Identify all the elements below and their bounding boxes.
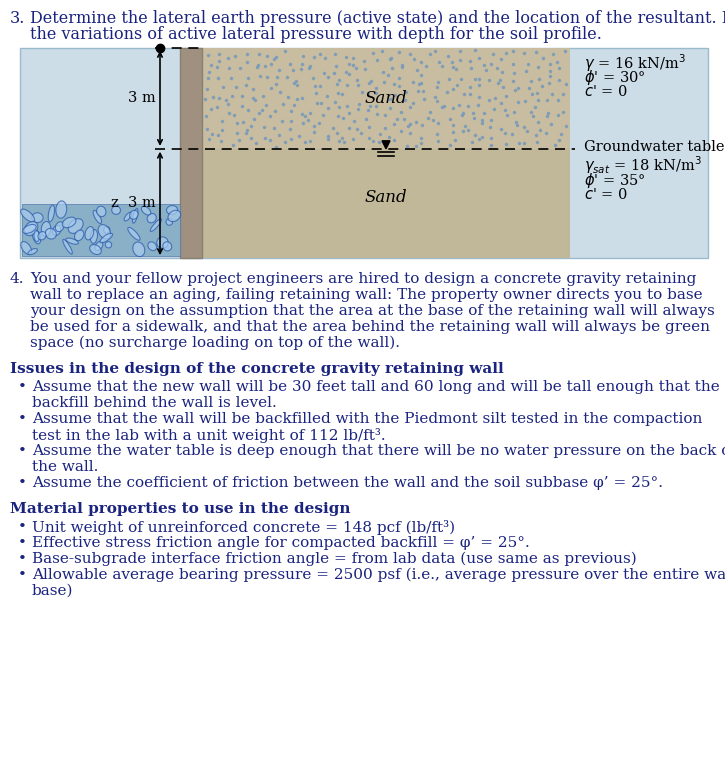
Text: •: • bbox=[18, 444, 27, 458]
Ellipse shape bbox=[148, 242, 157, 251]
Ellipse shape bbox=[98, 225, 110, 239]
Ellipse shape bbox=[157, 237, 168, 249]
Bar bbox=[202, 48, 570, 149]
Text: 4.: 4. bbox=[10, 272, 25, 286]
Ellipse shape bbox=[90, 245, 102, 255]
Text: $c$' = 0: $c$' = 0 bbox=[584, 187, 628, 202]
Ellipse shape bbox=[34, 231, 39, 242]
Text: $\gamma_{sat}$ = 18 kN/m$^3$: $\gamma_{sat}$ = 18 kN/m$^3$ bbox=[584, 155, 702, 176]
Bar bbox=[22, 204, 180, 256]
Text: •: • bbox=[18, 552, 27, 566]
Text: Determine the lateral earth pressure (active state) and the location of the resu: Determine the lateral earth pressure (ac… bbox=[30, 10, 725, 27]
Text: base): base) bbox=[32, 584, 73, 598]
Bar bbox=[202, 149, 570, 258]
Ellipse shape bbox=[22, 224, 36, 233]
Ellipse shape bbox=[63, 239, 72, 254]
Ellipse shape bbox=[32, 213, 43, 223]
Ellipse shape bbox=[53, 226, 61, 236]
Text: Sand: Sand bbox=[365, 90, 407, 107]
Ellipse shape bbox=[41, 222, 51, 236]
Text: $\gamma$ = 16 kN/m$^3$: $\gamma$ = 16 kN/m$^3$ bbox=[584, 52, 686, 74]
Ellipse shape bbox=[94, 210, 102, 223]
Ellipse shape bbox=[91, 229, 97, 243]
Text: wall to replace an aging, failing retaining wall: The property owner directs you: wall to replace an aging, failing retain… bbox=[30, 288, 703, 302]
Text: Allowable average bearing pressure = 2500 psf (i.e., average pressure over the e: Allowable average bearing pressure = 250… bbox=[32, 568, 725, 582]
Ellipse shape bbox=[130, 210, 138, 219]
Text: •: • bbox=[18, 568, 27, 582]
Ellipse shape bbox=[46, 229, 57, 239]
Text: •: • bbox=[18, 380, 27, 394]
Text: •: • bbox=[18, 412, 27, 426]
Ellipse shape bbox=[38, 232, 46, 240]
Ellipse shape bbox=[150, 219, 162, 232]
Ellipse shape bbox=[112, 206, 120, 214]
Text: Assume the coefficient of friction between the wall and the soil subbase φ’ = 25: Assume the coefficient of friction betwe… bbox=[32, 476, 663, 490]
Ellipse shape bbox=[168, 210, 181, 222]
Ellipse shape bbox=[100, 233, 112, 243]
Ellipse shape bbox=[141, 206, 151, 215]
Text: Assume that the new wall will be 30 feet tall and 60 long and will be tall enoug: Assume that the new wall will be 30 feet… bbox=[32, 380, 720, 394]
Text: space (no surcharge loading on top of the wall).: space (no surcharge loading on top of th… bbox=[30, 336, 400, 350]
Text: Assume that the wall will be backfilled with the Piedmont silt tested in the com: Assume that the wall will be backfilled … bbox=[32, 412, 703, 426]
Ellipse shape bbox=[166, 219, 173, 226]
Ellipse shape bbox=[66, 238, 78, 244]
Text: test in the lab with a unit weight of 112 lb/ft³.: test in the lab with a unit weight of 11… bbox=[32, 428, 386, 443]
Text: Material properties to use in the design: Material properties to use in the design bbox=[10, 502, 350, 516]
Polygon shape bbox=[382, 141, 390, 149]
Ellipse shape bbox=[28, 249, 38, 255]
Ellipse shape bbox=[124, 213, 132, 221]
Text: $\phi$' = 30°: $\phi$' = 30° bbox=[584, 68, 646, 87]
Ellipse shape bbox=[56, 201, 67, 218]
Text: be used for a sidewalk, and that the area behind the retaining wall will always : be used for a sidewalk, and that the are… bbox=[30, 320, 710, 334]
Text: your design on the assumption that the area at the base of the retaining wall wi: your design on the assumption that the a… bbox=[30, 304, 715, 318]
Text: Groundwater table: Groundwater table bbox=[584, 140, 724, 154]
Text: the variations of active lateral pressure with depth for the soil profile.: the variations of active lateral pressur… bbox=[30, 26, 602, 43]
Ellipse shape bbox=[133, 242, 145, 256]
Ellipse shape bbox=[68, 219, 83, 233]
Ellipse shape bbox=[55, 222, 64, 232]
Text: 3.: 3. bbox=[10, 10, 25, 27]
Text: Effective stress friction angle for compacted backfill = φ’ = 25°.: Effective stress friction angle for comp… bbox=[32, 536, 530, 550]
Text: You and your fellow project engineers are hired to design a concrete gravity ret: You and your fellow project engineers ar… bbox=[30, 272, 697, 286]
Text: z  3 m: z 3 m bbox=[111, 196, 156, 210]
Text: Unit weight of unreinforced concrete = 148 pcf (lb/ft³): Unit weight of unreinforced concrete = 1… bbox=[32, 520, 455, 535]
Text: •: • bbox=[18, 520, 27, 534]
Text: Base-subgrade interface friction angle = from lab data (use same as previous): Base-subgrade interface friction angle =… bbox=[32, 552, 637, 567]
Ellipse shape bbox=[133, 209, 138, 223]
Ellipse shape bbox=[167, 206, 178, 214]
Ellipse shape bbox=[21, 209, 35, 222]
Text: •: • bbox=[18, 476, 27, 490]
Bar bbox=[180, 48, 202, 258]
Ellipse shape bbox=[49, 205, 54, 222]
Text: backfill behind the wall is level.: backfill behind the wall is level. bbox=[32, 396, 277, 410]
Ellipse shape bbox=[32, 229, 41, 244]
Ellipse shape bbox=[163, 242, 172, 251]
Bar bbox=[20, 48, 708, 258]
Text: Issues in the design of the concrete gravity retaining wall: Issues in the design of the concrete gra… bbox=[10, 362, 504, 376]
Text: $\phi$' = 35°: $\phi$' = 35° bbox=[584, 171, 646, 189]
Ellipse shape bbox=[105, 242, 112, 248]
Ellipse shape bbox=[62, 217, 76, 228]
Text: 3 m: 3 m bbox=[128, 92, 156, 105]
Ellipse shape bbox=[85, 226, 94, 240]
Ellipse shape bbox=[104, 226, 110, 233]
Ellipse shape bbox=[128, 227, 140, 240]
Ellipse shape bbox=[147, 213, 156, 223]
Text: Assume the water table is deep enough that there will be no water pressure on th: Assume the water table is deep enough th… bbox=[32, 444, 725, 458]
Ellipse shape bbox=[75, 230, 84, 241]
Text: •: • bbox=[18, 536, 27, 550]
Text: $c$' = 0: $c$' = 0 bbox=[584, 84, 628, 99]
Ellipse shape bbox=[95, 242, 103, 250]
Text: the wall.: the wall. bbox=[32, 460, 99, 474]
Ellipse shape bbox=[21, 242, 32, 254]
Ellipse shape bbox=[96, 206, 106, 216]
Ellipse shape bbox=[25, 222, 38, 236]
Text: Sand: Sand bbox=[365, 189, 407, 206]
